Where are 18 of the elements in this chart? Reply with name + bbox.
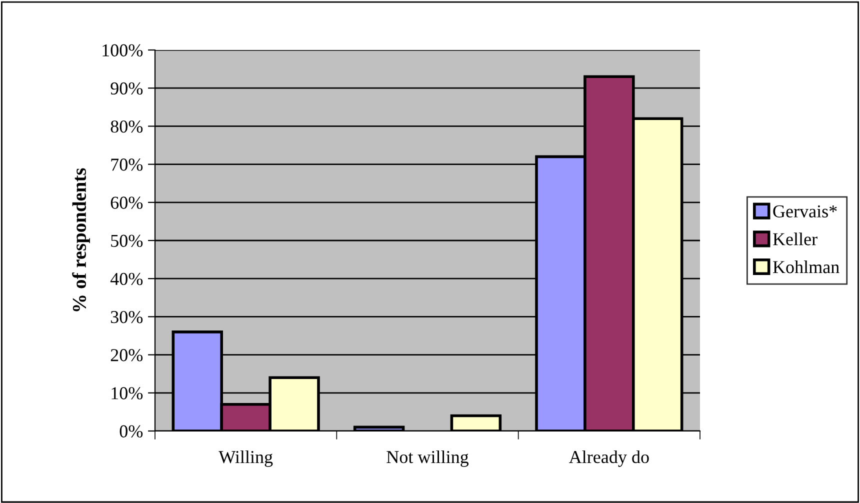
x-tick-label: Not willing [386,450,469,467]
legend-label: Gervais* [773,205,837,218]
y-axis-title: % of respondents [72,168,90,312]
y-tick-label: 60% [110,196,143,209]
y-tick-label: 100% [102,44,143,56]
y-tick-label: 0% [120,425,143,438]
y-tick-label: 30% [110,310,143,324]
y-tick-label: 50% [111,234,143,247]
y-tick-label: 70% [111,158,143,171]
y-tick-label: 40% [110,272,143,286]
y-tick-label: 20% [110,349,143,362]
x-tick-label: Willing [218,450,273,467]
y-tick-label: 90% [110,82,143,95]
y-tick-label: 10% [112,387,143,400]
legend-label: Kohlman [772,260,840,274]
x-tick-label: Already do [568,450,649,467]
legend-label: Keller [772,232,818,246]
y-tick-label: 80% [110,120,143,133]
